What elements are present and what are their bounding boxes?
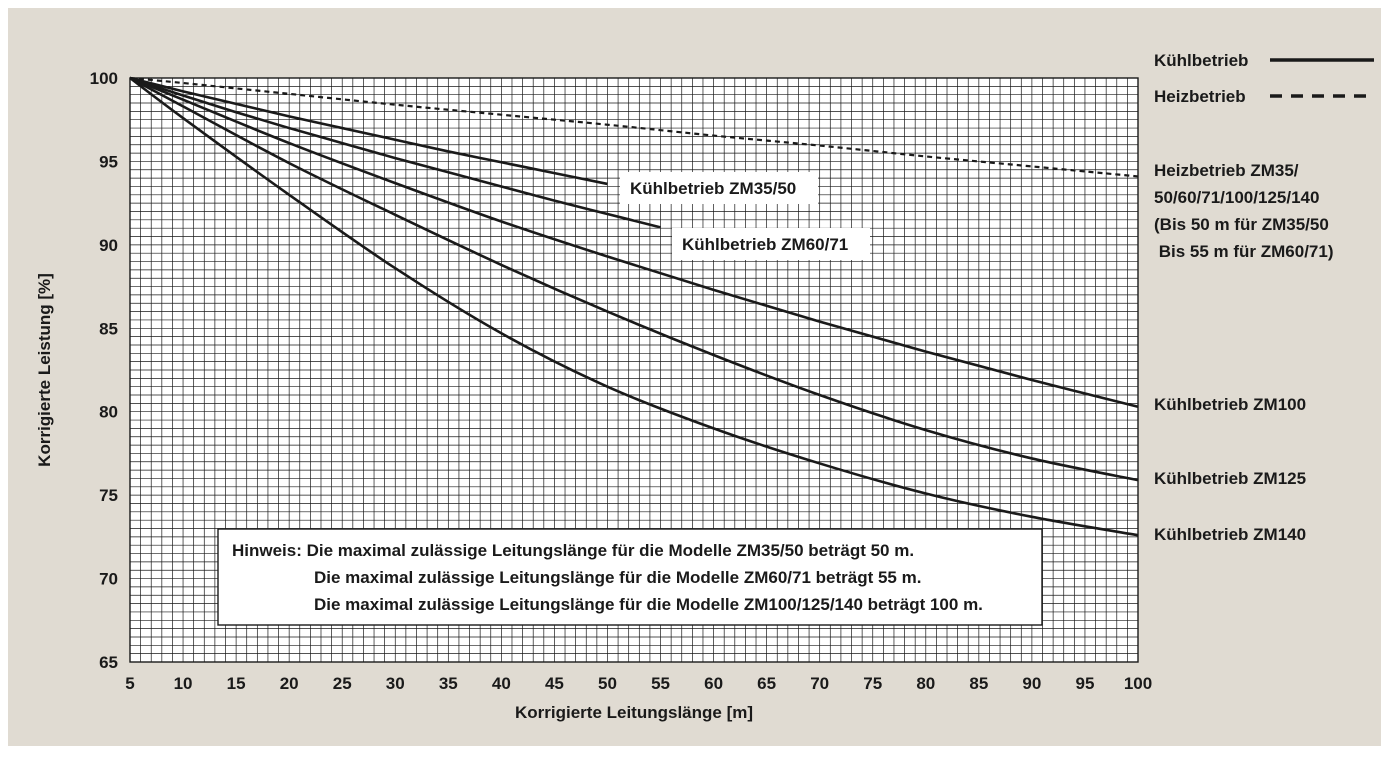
x-tick-label: 25 [333, 674, 352, 693]
y-tick-label: 75 [99, 486, 118, 505]
x-tick-label: 80 [916, 674, 935, 693]
cooling-curve-zm60-71 [129, 76, 661, 229]
x-tick-label: 70 [810, 674, 829, 693]
label-zm35-50-bg [620, 172, 818, 204]
x-tick-label: 5 [125, 674, 134, 693]
note-box [217, 528, 1043, 626]
x-tick-label: 55 [651, 674, 670, 693]
y-tick-label: 70 [99, 570, 118, 589]
x-tick-label: 30 [386, 674, 405, 693]
x-tick-label: 75 [863, 674, 882, 693]
y-tick-label: 80 [99, 403, 118, 422]
x-tick-label: 10 [174, 674, 193, 693]
note-line-1: Hinweis: Die maximal zulässige Leitungsl… [232, 541, 914, 560]
label-heating-line-3: (Bis 50 m für ZM35/50 [1154, 215, 1329, 234]
line-chart: 5 10 15 20 25 30 35 40 45 50 55 60 65 70 75 80 85 90 95 100… [35, 51, 1374, 722]
label-zm100: Kühlbetrieb ZM100 [1154, 395, 1306, 414]
label-zm125: Kühlbetrieb ZM125 [1154, 469, 1306, 488]
note-line-3: Die maximal zulässige Leitungslänge für … [314, 595, 983, 614]
legend-label-heating: Heizbetrieb [1154, 87, 1246, 106]
label-zm35-50: Kühlbetrieb ZM35/50 [630, 179, 796, 198]
x-tick-label: 60 [704, 674, 723, 693]
y-tick-label: 95 [99, 152, 118, 171]
cooling-curve-zm100 [129, 76, 1139, 408]
x-tick-label: 50 [598, 674, 617, 693]
x-tick-label: 15 [227, 674, 246, 693]
y-tick-label: 85 [99, 319, 118, 338]
y-tick-label: 65 [99, 653, 118, 672]
x-tick-label: 20 [280, 674, 299, 693]
x-tick-label: 40 [492, 674, 511, 693]
x-tick-label: 65 [757, 674, 776, 693]
label-zm60-71: Kühlbetrieb ZM60/71 [682, 235, 848, 254]
cooling-curve-zm35-50 [129, 76, 608, 186]
x-tick-label: 90 [1022, 674, 1041, 693]
label-zm60-71-bg [672, 228, 870, 260]
y-tick-label: 100 [90, 69, 118, 88]
x-tick-label: 95 [1075, 674, 1094, 693]
legend-label-cooling: Kühlbetrieb [1154, 51, 1248, 70]
chart-panel: 5 10 15 20 25 30 35 40 45 50 55 60 65 70 75 80 85 90 95 100… [8, 8, 1381, 746]
x-tick-label: 35 [439, 674, 458, 693]
x-tick-label: 85 [969, 674, 988, 693]
x-tick-label: 100 [1124, 674, 1152, 693]
label-heating-line-1: Heizbetrieb ZM35/ [1154, 161, 1299, 180]
y-tick-label: 90 [99, 236, 118, 255]
x-tick-label: 45 [545, 674, 564, 693]
y-axis-title: Korrigierte Leistung [%] [35, 273, 54, 467]
note-line-2: Die maximal zulässige Leitungslänge für … [314, 568, 921, 587]
cooling-curve-zm125 [129, 76, 1139, 482]
label-zm140: Kühlbetrieb ZM140 [1154, 525, 1306, 544]
cooling-curve-zm140 [129, 76, 1139, 537]
x-axis-title: Korrigierte Leitungslänge [m] [515, 703, 753, 722]
plot-frame [129, 77, 1139, 663]
label-heating-line-4: Bis 55 m für ZM60/71) [1154, 242, 1334, 261]
label-heating-line-2: 50/60/71/100/125/140 [1154, 188, 1319, 207]
